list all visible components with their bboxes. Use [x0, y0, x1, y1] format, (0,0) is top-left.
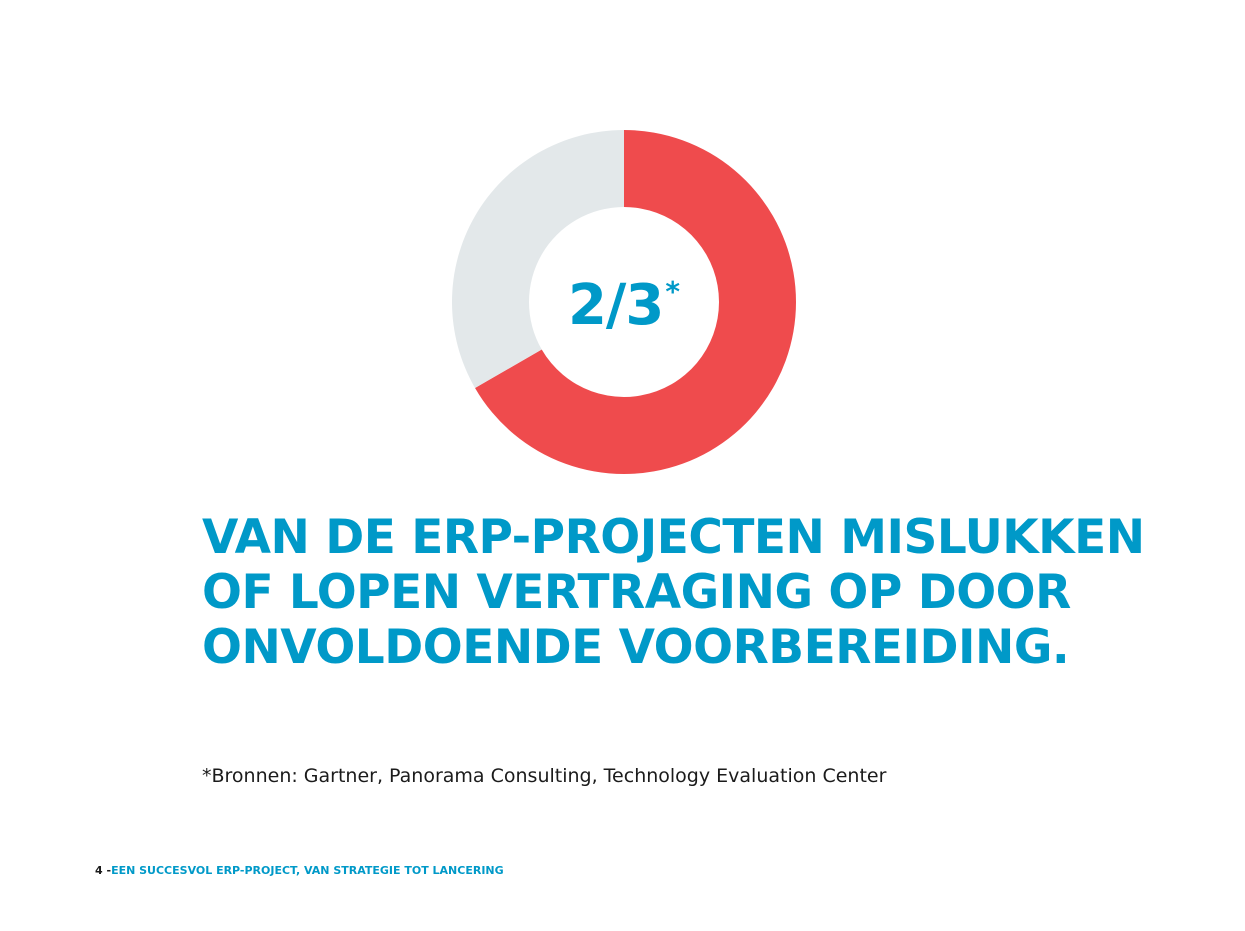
donut-svg	[451, 130, 796, 474]
page-footer: 4 -EEN SUCCESVOL ERP-PROJECT, VAN STRATE…	[95, 864, 504, 877]
footer-separator: -	[102, 864, 112, 877]
donut-slice-highlight	[475, 130, 796, 474]
headline: VAN DE ERP-PROJECTEN MISLUKKEN OF LOPEN …	[202, 510, 1212, 675]
source-note: *Bronnen: Gartner, Panorama Consulting, …	[202, 765, 887, 787]
headline-line-2: OF LOPEN VERTRAGING OP DOOR	[202, 565, 1071, 620]
headline-line-3: ONVOLDOENDE VOORBEREIDING.	[202, 620, 1070, 675]
page-number: 4	[95, 864, 103, 877]
headline-line-1: VAN DE ERP-PROJECTEN MISLUKKEN	[202, 510, 1145, 565]
donut-chart: 2/3 *	[451, 129, 797, 475]
donut-slice-remainder	[451, 130, 624, 388]
footer-title: EEN SUCCESVOL ERP-PROJECT, VAN STRATEGIE…	[111, 864, 504, 877]
